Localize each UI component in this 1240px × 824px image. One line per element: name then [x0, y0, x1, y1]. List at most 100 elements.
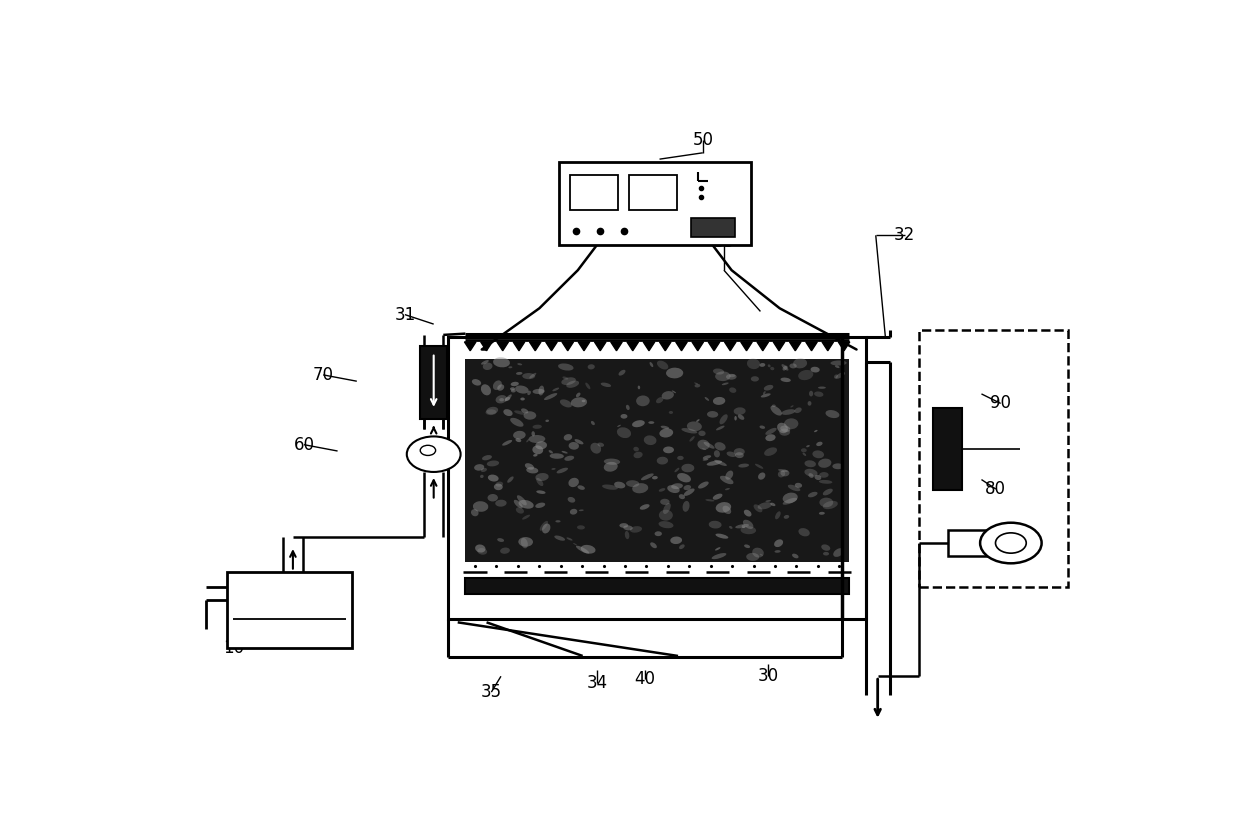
Ellipse shape: [641, 474, 653, 480]
Ellipse shape: [682, 428, 697, 433]
Ellipse shape: [681, 464, 694, 472]
Ellipse shape: [818, 512, 825, 515]
Ellipse shape: [517, 495, 527, 505]
Ellipse shape: [815, 475, 821, 480]
Text: 90: 90: [991, 395, 1011, 413]
Ellipse shape: [687, 421, 702, 431]
Ellipse shape: [787, 485, 800, 491]
Ellipse shape: [808, 492, 817, 498]
Ellipse shape: [820, 498, 833, 508]
Ellipse shape: [619, 370, 625, 376]
Ellipse shape: [557, 468, 568, 474]
Ellipse shape: [703, 459, 708, 461]
Ellipse shape: [709, 521, 722, 528]
Ellipse shape: [649, 421, 655, 424]
Ellipse shape: [781, 364, 789, 371]
Ellipse shape: [792, 554, 799, 559]
Ellipse shape: [782, 493, 797, 503]
Ellipse shape: [808, 473, 813, 478]
Ellipse shape: [694, 384, 701, 387]
Ellipse shape: [516, 438, 521, 442]
Polygon shape: [838, 342, 849, 351]
Ellipse shape: [632, 483, 649, 494]
Ellipse shape: [497, 384, 505, 391]
Ellipse shape: [761, 393, 771, 397]
Ellipse shape: [494, 381, 502, 390]
Ellipse shape: [715, 502, 732, 513]
Ellipse shape: [795, 483, 802, 488]
Ellipse shape: [807, 401, 811, 405]
Ellipse shape: [779, 428, 790, 436]
Ellipse shape: [604, 458, 620, 465]
Ellipse shape: [522, 373, 536, 379]
Ellipse shape: [598, 442, 604, 447]
Ellipse shape: [812, 451, 825, 458]
Polygon shape: [708, 342, 719, 351]
Ellipse shape: [794, 358, 807, 368]
Ellipse shape: [527, 391, 531, 396]
Ellipse shape: [744, 545, 750, 548]
Polygon shape: [465, 342, 476, 351]
Ellipse shape: [575, 545, 589, 554]
Ellipse shape: [668, 411, 673, 414]
Ellipse shape: [508, 367, 512, 368]
Ellipse shape: [780, 470, 790, 476]
Ellipse shape: [661, 426, 670, 429]
Ellipse shape: [703, 455, 712, 459]
Ellipse shape: [503, 410, 512, 416]
Ellipse shape: [658, 521, 673, 528]
Bar: [919, 330, 1068, 588]
Ellipse shape: [477, 548, 487, 555]
Ellipse shape: [480, 475, 484, 478]
Ellipse shape: [713, 368, 724, 375]
Ellipse shape: [706, 499, 714, 502]
Text: 31: 31: [394, 306, 415, 324]
Ellipse shape: [658, 488, 666, 492]
Ellipse shape: [518, 500, 533, 508]
Ellipse shape: [481, 360, 489, 364]
Ellipse shape: [696, 419, 699, 422]
Ellipse shape: [759, 363, 765, 367]
Ellipse shape: [680, 545, 684, 549]
Ellipse shape: [707, 461, 722, 466]
Ellipse shape: [821, 545, 831, 550]
Ellipse shape: [713, 397, 725, 405]
Ellipse shape: [802, 452, 806, 456]
Ellipse shape: [808, 391, 813, 396]
Ellipse shape: [487, 461, 500, 466]
Polygon shape: [644, 342, 655, 351]
Ellipse shape: [823, 552, 830, 555]
Ellipse shape: [698, 431, 706, 436]
Ellipse shape: [727, 452, 737, 457]
Ellipse shape: [740, 527, 756, 534]
Ellipse shape: [765, 500, 771, 502]
Ellipse shape: [672, 391, 676, 393]
Ellipse shape: [626, 405, 630, 410]
Ellipse shape: [722, 382, 729, 385]
Ellipse shape: [552, 468, 556, 470]
Ellipse shape: [734, 407, 745, 414]
Ellipse shape: [522, 515, 529, 520]
Ellipse shape: [487, 494, 498, 502]
Ellipse shape: [697, 440, 709, 450]
Ellipse shape: [818, 459, 831, 468]
Ellipse shape: [644, 435, 656, 445]
Ellipse shape: [650, 542, 657, 548]
Ellipse shape: [521, 538, 528, 548]
Ellipse shape: [482, 363, 492, 370]
Polygon shape: [756, 342, 769, 351]
Ellipse shape: [620, 523, 629, 528]
Ellipse shape: [675, 468, 680, 472]
Ellipse shape: [570, 508, 578, 515]
Ellipse shape: [487, 475, 498, 481]
Ellipse shape: [482, 455, 492, 461]
Polygon shape: [594, 342, 606, 351]
Ellipse shape: [790, 363, 797, 368]
Ellipse shape: [494, 358, 510, 368]
Ellipse shape: [763, 391, 765, 395]
Bar: [934, 408, 962, 489]
Text: 35: 35: [481, 683, 502, 701]
Ellipse shape: [532, 431, 534, 437]
Ellipse shape: [777, 471, 785, 477]
Ellipse shape: [510, 418, 523, 427]
